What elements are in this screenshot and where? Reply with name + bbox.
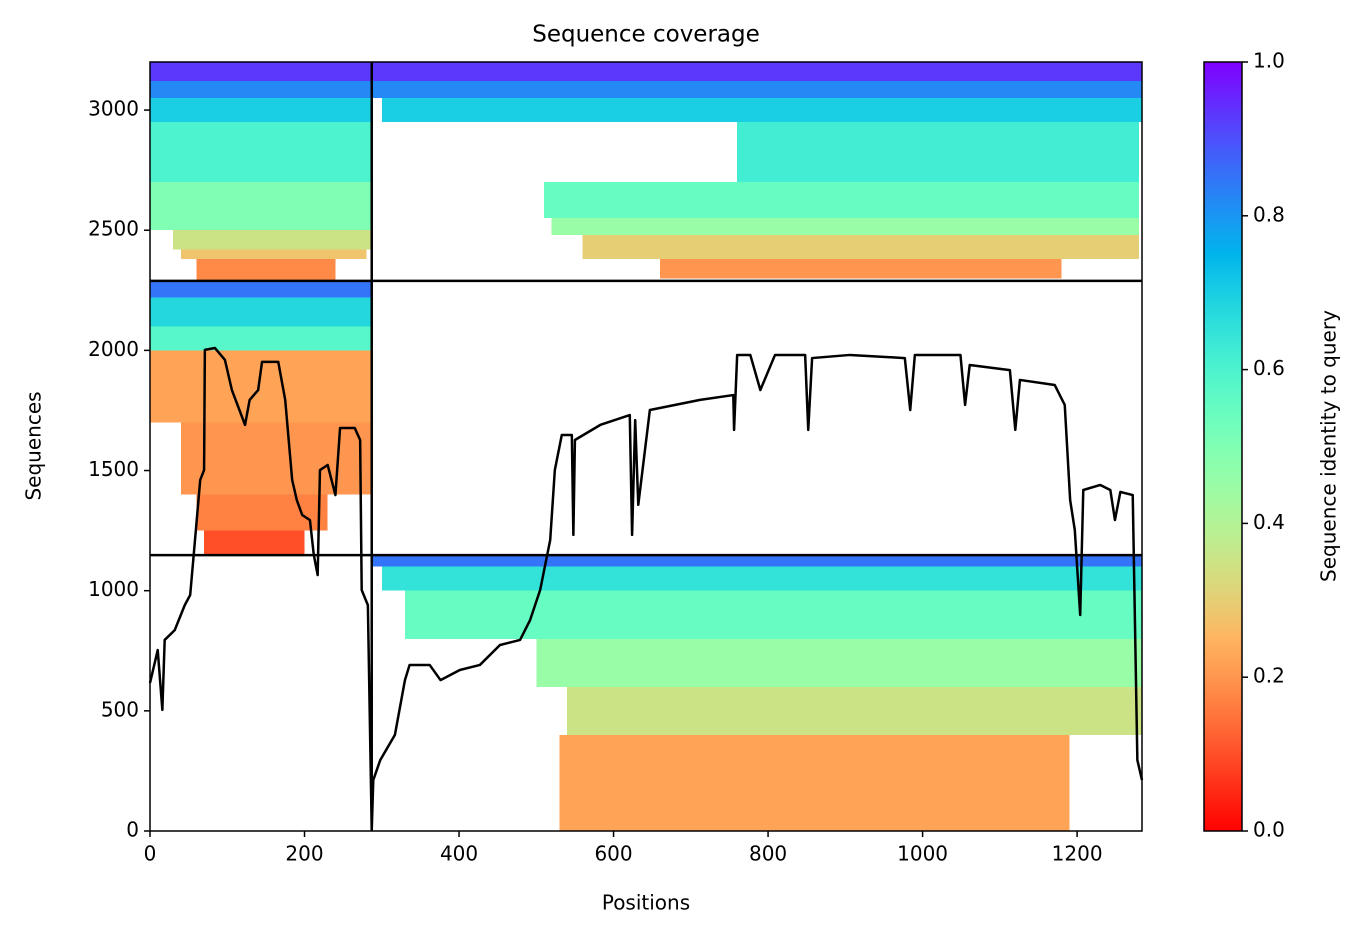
colorbar-tick-label: 0.6 — [1253, 356, 1285, 380]
x-tick-label: 600 — [594, 842, 632, 866]
colorbar-label: Sequence identity to query — [1317, 310, 1341, 582]
coverage-band — [150, 280, 372, 298]
coverage-band — [536, 638, 1142, 687]
coverage-band — [150, 81, 372, 99]
coverage-band — [150, 98, 372, 123]
coverage-band — [381, 566, 1142, 591]
colorbar-tick-label: 0.0 — [1253, 818, 1285, 842]
y-tick-label: 3000 — [88, 97, 139, 121]
x-axis-label: Positions — [602, 891, 690, 915]
y-tick-label: 1000 — [88, 577, 139, 601]
y-tick-label: 2000 — [88, 337, 139, 361]
chart-title: Sequence coverage — [532, 22, 760, 48]
coverage-band — [150, 350, 372, 423]
coverage-band — [567, 686, 1142, 735]
coverage-band — [150, 62, 372, 82]
x-tick-label: 400 — [440, 842, 478, 866]
coverage-band — [196, 494, 328, 531]
coverage-band — [544, 182, 1139, 219]
colorbar-tick-label: 0.8 — [1253, 202, 1285, 226]
coverage-band — [381, 98, 1142, 123]
coverage-band — [371, 81, 1143, 99]
coverage-band — [404, 590, 1143, 639]
y-tick-label: 0 — [126, 818, 139, 842]
coverage-band — [371, 62, 1143, 82]
coverage-band — [196, 259, 336, 281]
coverage-band — [559, 734, 1070, 831]
coverage-band — [180, 249, 367, 260]
coverage-band — [204, 530, 305, 556]
coverage-band — [150, 326, 372, 351]
coverage-band — [551, 218, 1139, 236]
coverage-band — [180, 422, 372, 495]
coverage-band — [371, 555, 1143, 567]
x-tick-label: 0 — [144, 842, 157, 866]
y-axis-label: Sequences — [22, 391, 46, 500]
coverage-band — [150, 182, 372, 231]
x-tick-label: 1200 — [1052, 842, 1103, 866]
y-tick-label: 500 — [101, 697, 139, 721]
coverage-band — [173, 230, 372, 250]
x-tick-label: 200 — [285, 842, 323, 866]
coverage-band — [150, 122, 372, 183]
coverage-band — [150, 297, 372, 327]
colorbar-tick-label: 0.2 — [1253, 664, 1285, 688]
y-tick-label: 2500 — [88, 217, 139, 241]
coverage-band — [737, 122, 1139, 183]
plot-frame — [149, 61, 1143, 832]
colorbar-tick-label: 1.0 — [1253, 49, 1285, 73]
colorbar — [1203, 61, 1243, 832]
coverage-band — [582, 235, 1139, 260]
x-tick-label: 800 — [749, 842, 787, 866]
y-tick-label: 1500 — [88, 457, 139, 481]
coverage-band — [659, 259, 1062, 279]
coverage-line — [148, 346, 1144, 832]
colorbar-tick-label: 0.4 — [1253, 510, 1285, 534]
x-tick-label: 1000 — [897, 842, 948, 866]
